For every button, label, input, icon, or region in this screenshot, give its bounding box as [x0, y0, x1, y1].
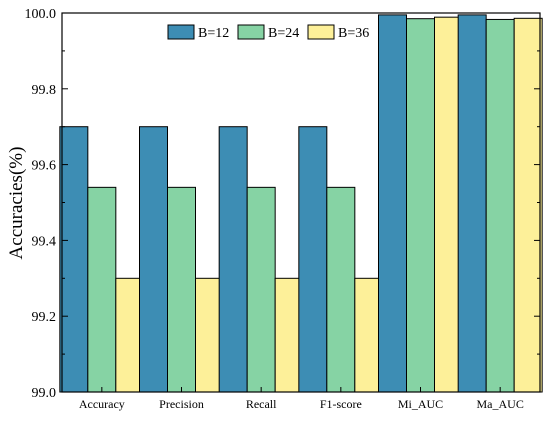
legend-swatch-series-3 [307, 24, 335, 40]
legend-label-series-1: B=12 [198, 26, 229, 41]
legend: B=12 B=24 B=36 [167, 24, 369, 41]
legend-swatch-series-1 [167, 24, 195, 40]
y-tick-label: 99.4 [32, 234, 57, 249]
legend-swatch-series-2 [237, 24, 265, 40]
bar-ma-auc-series-3 [513, 17, 543, 393]
bar-recall-series-1 [218, 126, 248, 393]
bar-f1-score-series-2 [326, 186, 356, 393]
y-tick-label: 99.2 [32, 310, 57, 325]
bar-precision-series-1 [139, 126, 168, 393]
bar-precision-series-2 [167, 186, 196, 393]
x-tick-label: Recall [246, 397, 277, 411]
x-tick-label: Ma_AUC [476, 397, 523, 411]
y-tick-label: 99.6 [32, 159, 57, 174]
bars [59, 14, 543, 393]
bar-mi-auc-series-2 [406, 18, 435, 393]
x-tick-label: Precision [159, 397, 204, 411]
y-tick-label: 99.8 [32, 83, 57, 98]
x-tick-label: Accuracy [79, 397, 125, 411]
bar-f1-score-series-1 [298, 126, 328, 393]
y-tick-label: 99.0 [32, 386, 57, 401]
y-tick-label: 100.0 [25, 7, 57, 22]
bar-mi-auc-series-1 [378, 14, 407, 393]
axes: 99.0 99.2 99.4 99.6 99.8 100.0 Accuracy Precisi… [25, 7, 541, 411]
bar-accuracy-series-2 [87, 186, 117, 393]
bar-recall-series-2 [246, 186, 276, 393]
x-tick-label: F1-score [320, 397, 362, 411]
legend-label-series-2: B=24 [268, 26, 299, 41]
x-tick-label: Mi_AUC [398, 397, 443, 411]
bar-ma-auc-series-1 [457, 14, 487, 393]
legend-label-series-3: B=36 [338, 26, 369, 41]
bar-accuracy-series-1 [59, 126, 89, 393]
bar-ma-auc-series-2 [485, 18, 515, 393]
y-axis-label: Accuracies(%) [6, 147, 27, 260]
